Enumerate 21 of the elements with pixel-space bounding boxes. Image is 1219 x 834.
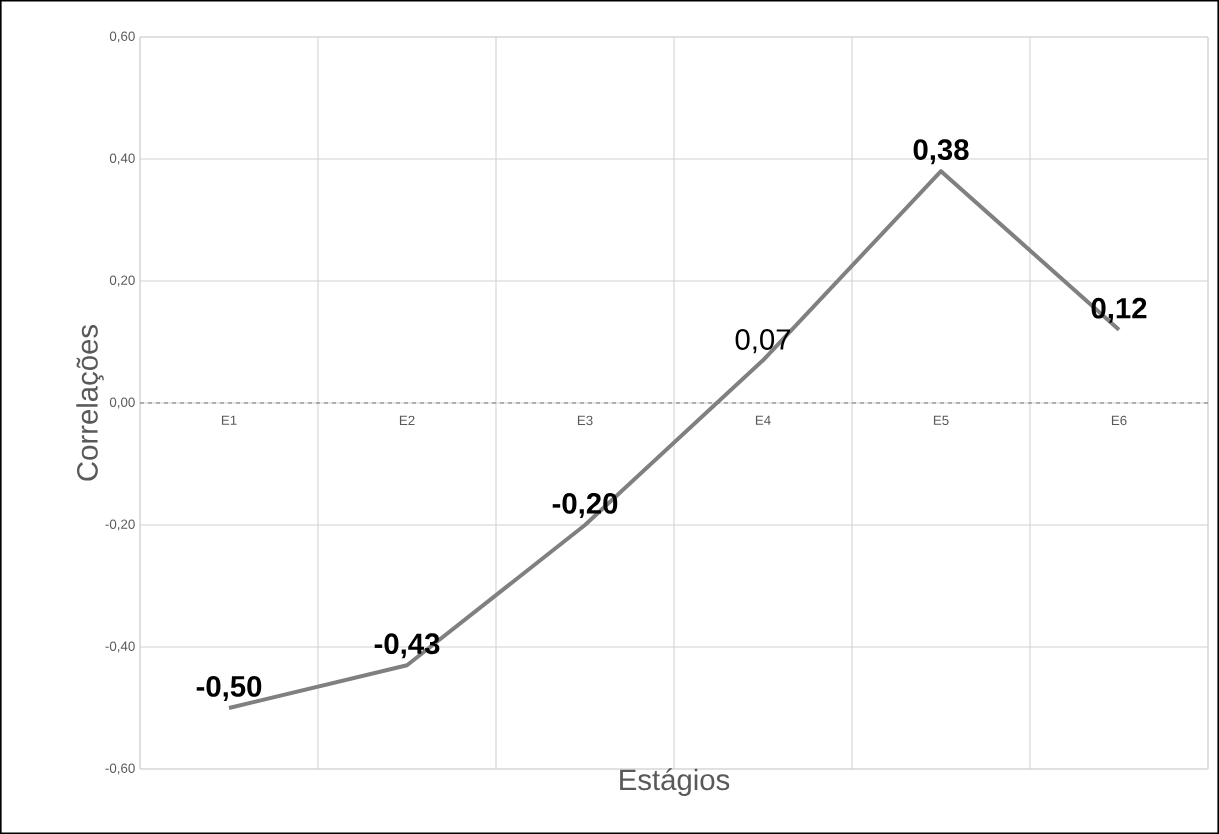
x-tick-label: E6 [1111,415,1127,426]
text: 0,38 [913,139,969,165]
text: 0,07 [735,329,791,354]
x-tick-label: E3 [577,415,593,426]
x-tick-label: E4 [755,415,771,425]
y-tick-label: 0,40 [109,153,135,165]
y-tick-label: 0,60 [109,31,135,43]
x-tick-label: E1 [221,415,237,425]
text: -0,50 [196,676,262,702]
x-axis-title: Estágios [620,768,730,797]
y-tick-label: -0,60 [105,763,135,775]
text: -0,20 [552,493,618,519]
text: 0,12 [1091,297,1147,323]
y-tick-label: 0,20 [109,275,135,287]
y-tick-label: -0,40 [105,641,135,653]
x-tick-label: E5 [933,415,949,425]
y-tick-label: 0,00 [109,397,135,409]
y-axis-title: Correlações [76,325,104,481]
y-tick-label: -0,20 [105,519,135,531]
text: -0,43 [374,633,440,659]
x-tick-label: E2 [399,415,415,426]
